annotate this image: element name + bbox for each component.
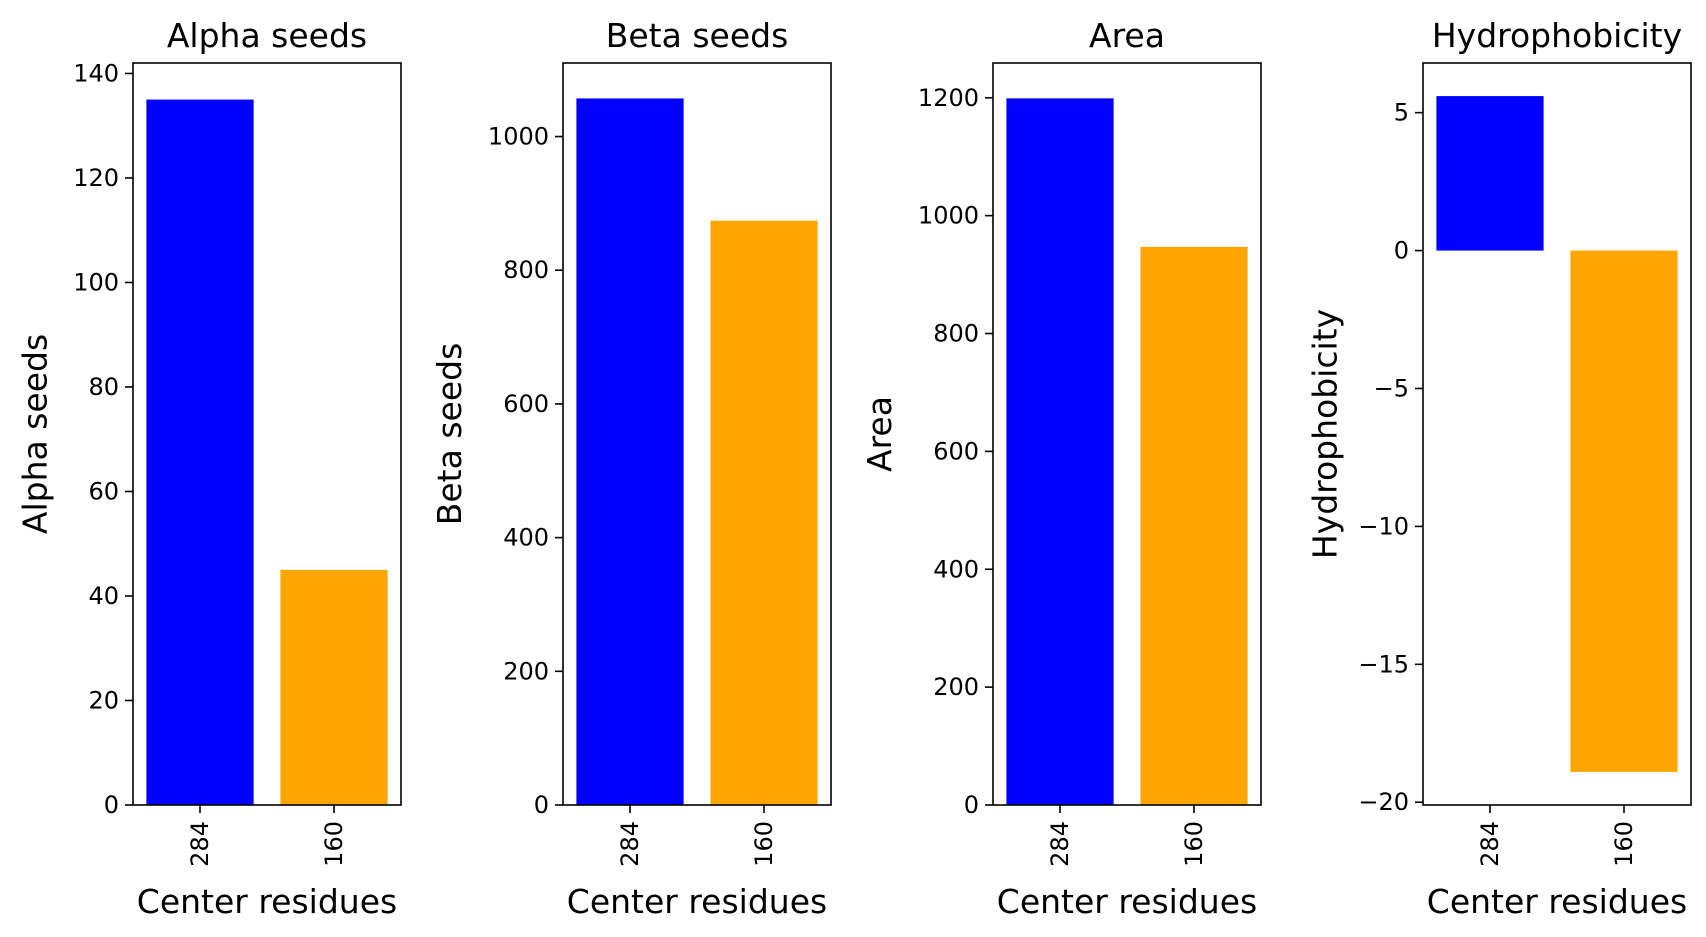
y-tick-label: 1000 [918, 202, 979, 230]
y-tick-label: 5 [1394, 99, 1409, 127]
y-tick-label: −15 [1358, 650, 1409, 678]
chart-panel-2: 0 200 400 600 800 1000 284 160 Beta seeds Center … [430, 16, 832, 921]
chart-panel-3: 0 200 400 600 800 1000 1200 284 160 Area Center re… [860, 16, 1262, 921]
y-tick-label: −5 [1374, 374, 1409, 402]
y-tick-label: 400 [933, 555, 979, 583]
chart-panel-4: −20 −15 −10 −5 0 5 284 160 Hydrophobicity Center … [1306, 16, 1692, 921]
y-tick-label: 400 [503, 524, 549, 552]
y-axis-label: Area [860, 396, 899, 472]
x-tick-label: 284 [1476, 821, 1504, 867]
x-axis-label: Center residues [137, 882, 397, 921]
y-axis-label: Beta seeds [430, 343, 469, 526]
y-tick-label: −20 [1358, 788, 1409, 816]
chart-title: Area [1089, 16, 1165, 55]
y-tick-label: 40 [88, 582, 119, 610]
y-tick-label: 800 [503, 256, 549, 284]
y-tick-label: 100 [73, 268, 119, 296]
x-axis-label: Center residues [1427, 882, 1687, 921]
chart-title: Alpha seeds [167, 16, 367, 55]
bar-284 [1436, 96, 1544, 251]
y-tick-label: 60 [88, 477, 119, 505]
y-tick-label: 800 [933, 320, 979, 348]
y-tick-label: 80 [88, 373, 119, 401]
y-axis-label: Hydrophobicity [1306, 309, 1345, 559]
y-tick-label: 0 [104, 791, 119, 819]
y-tick-label: 1200 [918, 84, 979, 112]
axes-frame [1422, 62, 1692, 806]
bar-160 [1570, 250, 1678, 772]
x-tick-label: 284 [186, 821, 214, 867]
axes-frame [132, 62, 402, 806]
x-tick-label: 160 [320, 821, 348, 867]
y-tick-label: 0 [1394, 237, 1409, 265]
x-tick-label: 160 [1610, 821, 1638, 867]
x-tick-label: 160 [750, 821, 778, 867]
y-tick-label: −10 [1358, 512, 1409, 540]
y-tick-label: 600 [933, 437, 979, 465]
y-tick-label: 20 [88, 686, 119, 714]
bar-160 [1140, 246, 1248, 805]
y-tick-label: 200 [503, 657, 549, 685]
y-axis-label: Alpha seeds [16, 334, 55, 534]
bar-284 [146, 99, 254, 806]
y-tick-label: 0 [964, 791, 979, 819]
axes-frame [992, 62, 1262, 806]
y-tick-label: 1000 [488, 123, 549, 151]
bar-284 [576, 98, 684, 805]
chart-title: Hydrophobicity [1432, 16, 1682, 55]
y-tick-label: 140 [73, 59, 119, 87]
x-tick-label: 160 [1180, 821, 1208, 867]
y-tick-label: 0 [534, 791, 549, 819]
bar-160 [280, 569, 388, 805]
axes-frame [562, 62, 832, 806]
x-tick-label: 284 [616, 821, 644, 867]
y-tick-label: 200 [933, 673, 979, 701]
bar-284 [1006, 98, 1114, 806]
bar-160 [710, 220, 818, 806]
y-tick-label: 600 [503, 390, 549, 418]
chart-title: Beta seeds [606, 16, 789, 55]
x-tick-label: 284 [1046, 821, 1074, 867]
y-tick-label: 120 [73, 164, 119, 192]
chart-panel-1: 0 20 40 60 80 100 120 140 284 160 Alpha seeds Cente… [16, 16, 402, 921]
x-axis-label: Center residues [997, 882, 1257, 921]
x-axis-label: Center residues [567, 882, 827, 921]
